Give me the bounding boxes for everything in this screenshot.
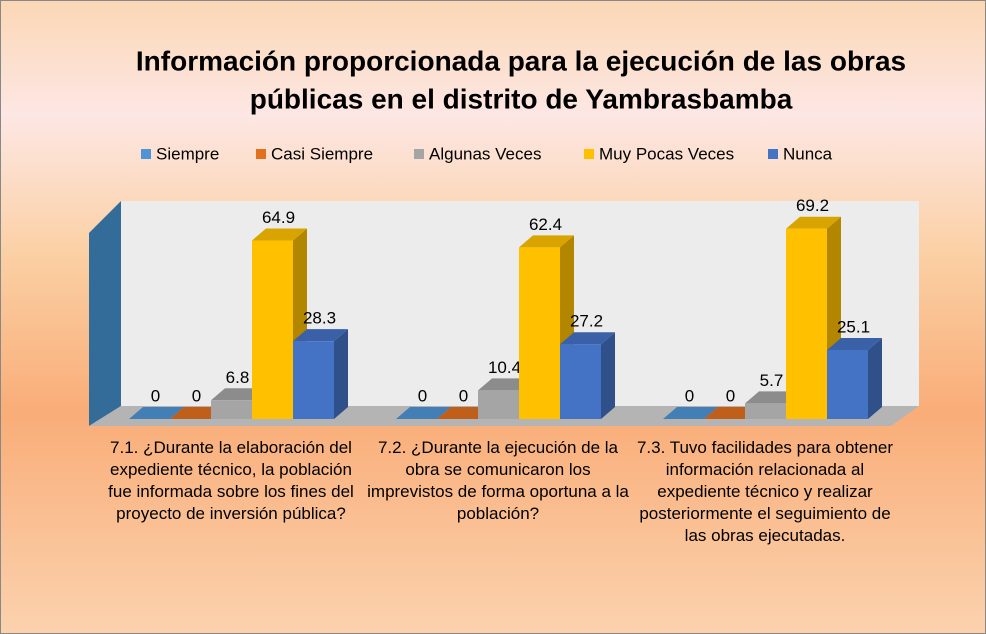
value-label: 27.2 [570,312,603,331]
bar-face [663,407,718,419]
bar-face [786,228,827,419]
bar-face [868,337,882,419]
bar-face [601,332,615,419]
bar-face [252,228,307,241]
legend-label: Algunas Veces [429,144,541,163]
bar-face [396,407,451,419]
bar [396,407,451,419]
value-label: 6.8 [226,368,250,387]
legend-label: Siempre [156,144,219,163]
legend-swatch [768,149,778,159]
bar-face [745,403,786,419]
value-label: 0 [418,386,427,405]
side-wall [89,201,121,426]
bar-face [478,390,519,419]
bar-face [211,400,252,419]
bar-face [334,329,348,419]
bar [827,337,882,419]
legend-label: Nunca [783,144,833,163]
legend-swatch [584,149,594,159]
value-label: 0 [151,386,160,405]
value-label: 0 [726,386,735,405]
value-label: 62.4 [529,215,562,234]
bar-face [252,240,293,419]
bar-face [560,332,615,345]
chart-title: Información proporcionada para la ejecuc… [136,45,906,76]
bar-face [519,247,560,419]
bar-face [519,235,574,248]
category-label: 7.1. ¿Durante la elaboración del expedie… [108,438,354,523]
bar-face [786,216,841,229]
bar-face [827,349,868,419]
legend-swatch [141,149,151,159]
category-label: 7.2. ¿Durante la ejecución de la obra se… [367,438,629,523]
bar-face [560,344,601,419]
value-label: 0 [192,386,201,405]
value-label: 69.2 [796,196,829,215]
bar-face [827,337,882,350]
value-label: 0 [685,386,694,405]
bar-face [129,407,184,419]
legend-label: Muy Pocas Veces [599,144,734,163]
value-label: 10.4 [488,358,521,377]
legend-label: Casi Siempre [271,144,373,163]
bar [663,407,718,419]
value-label: 25.1 [837,317,870,336]
chart-title-line: públicas en el distrito de Yambrasbamba [250,83,793,114]
category-label: 7.3. Tuvo facilidades para obtener infor… [636,438,894,545]
value-label: 0 [459,386,468,405]
bar [293,329,348,419]
value-label: 5.7 [760,371,784,390]
bar-face [293,341,334,419]
value-label: 64.9 [262,208,295,227]
legend-swatch [414,149,424,159]
bar-face [293,329,348,342]
legend-swatch [256,149,266,159]
bar [129,407,184,419]
value-label: 28.3 [303,309,336,328]
bar [560,332,615,419]
